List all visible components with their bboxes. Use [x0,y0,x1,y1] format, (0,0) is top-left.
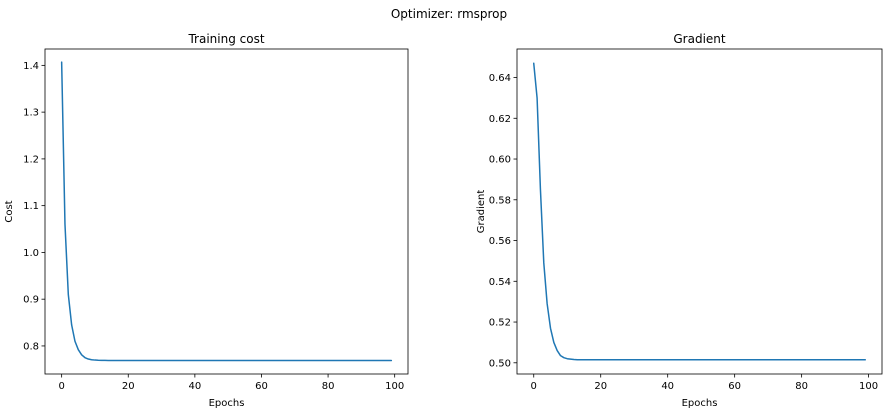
chart-1-y-tick-label-2: 1.0 [23,248,39,259]
chart-2-y-tick-label-2: 0.54 [489,277,511,288]
chart-1-title: Training cost [187,32,264,46]
chart-1-y-axis-label: Cost [4,200,15,222]
chart-1-series-line-0 [60,61,393,362]
chart-panel-training-cost: Training cost 0 20 40 60 80 100 0.8 0.9 1.0 1.1 1.2… [4,32,409,409]
chart-1-y-tick-label-0: 0.8 [23,341,39,352]
chart-1-y-tick-label-6: 1.4 [23,61,39,72]
chart-2-x-tick-label-3: 60 [728,381,741,392]
chart-1-axes-frame [44,48,409,375]
chart-1-x-tick-label-4: 80 [322,381,335,392]
chart-2-x-tick-label-4: 80 [795,381,808,392]
chart-1-y-tick-label-1: 0.9 [23,295,39,306]
chart-2-x-tick-label-0: 0 [531,381,537,392]
chart-2-axes-frame [516,48,883,375]
chart-2-y-tick-label-5: 0.60 [489,155,511,166]
chart-2-x-tick-label-1: 20 [594,381,607,392]
chart-2-x-tick-label-5: 100 [859,381,878,392]
chart-panel-gradient: Gradient 0 20 40 60 80 100 0.50 0.52 0.54 0.56 0.58… [476,32,883,409]
figure-suptitle: Optimizer: rmsprop [391,7,507,21]
chart-2-y-tick-label-7: 0.64 [489,73,511,84]
chart-1-x-tick-label-0: 0 [58,381,64,392]
chart-1-x-tick-label-1: 20 [122,381,135,392]
chart-2-y-tick-label-3: 0.56 [489,236,511,247]
chart-1-y-tick-label-5: 1.3 [23,108,39,119]
chart-2-y-axis-label: Gradient [476,190,487,234]
chart-2-y-tick-label-4: 0.58 [489,195,511,206]
chart-1-y-tick-label-4: 1.2 [23,154,39,165]
chart-1-x-axis-label: Epochs [209,398,245,409]
chart-1-y-tick-label-3: 1.1 [23,201,39,212]
chart-2-y-tick-label-6: 0.62 [489,114,511,125]
chart-2-title: Gradient [673,32,726,46]
chart-2-x-tick-label-2: 40 [661,381,674,392]
chart-2-series-line-0 [532,62,867,361]
chart-2-y-tick-label-0: 0.50 [489,358,511,369]
chart-2-y-tick-label-1: 0.52 [489,318,511,329]
chart-2-x-axis-label: Epochs [682,398,718,409]
chart-1-x-tick-label-5: 100 [385,381,404,392]
chart-1-x-tick-label-3: 60 [255,381,268,392]
chart-1-x-tick-label-2: 40 [188,381,201,392]
